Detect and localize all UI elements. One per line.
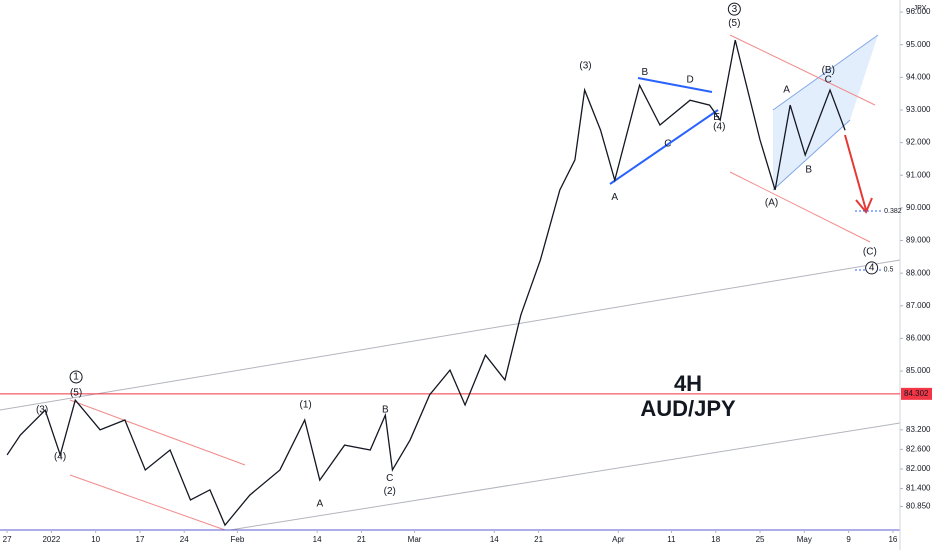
wave-label: (5)	[728, 18, 740, 29]
x-tick-label: 10	[91, 535, 100, 544]
x-tick-label: Mar	[408, 535, 422, 544]
wave-label: C	[386, 473, 393, 484]
wave-label: (A)	[765, 198, 778, 209]
wave-label: C	[825, 75, 832, 86]
wave-label: (C)	[863, 247, 877, 258]
y-tick-label: 91.000	[906, 170, 931, 179]
y-tick-label: 85.000	[906, 366, 931, 375]
y-tick-label: 82.000	[906, 464, 931, 473]
wave-label: (4)	[713, 122, 725, 133]
x-tick-label: 25	[756, 535, 765, 544]
wave-label: (1)	[299, 400, 311, 411]
wave-label: B	[805, 165, 812, 176]
wave-label: (B)	[822, 65, 835, 76]
wave-label: C	[664, 139, 671, 150]
forecast-arrow	[844, 134, 867, 211]
y-tick-label: 86.000	[906, 334, 931, 343]
channel-fill	[773, 35, 878, 190]
wave-label: (2)	[384, 486, 396, 497]
y-tick-label: 94.000	[906, 72, 931, 81]
wave-label: 0.5	[884, 267, 894, 274]
wave-label: B	[382, 405, 389, 416]
x-tick-label: 9	[846, 535, 851, 544]
trend-line	[729, 171, 871, 243]
wave-label: A	[783, 85, 790, 96]
wave-label: A	[611, 192, 618, 203]
symbol-label: AUD/JPY	[640, 396, 736, 421]
x-tick-label: 18	[711, 535, 720, 544]
price-line-series	[6, 39, 846, 527]
y-tick-label: 81.400	[906, 484, 931, 493]
x-tick-label: 17	[136, 535, 145, 544]
trend-line	[69, 399, 246, 466]
trend-line	[0, 259, 901, 411]
wave-label: 1	[73, 372, 79, 383]
wave-label: D	[686, 75, 693, 86]
wave-label: (3)	[36, 405, 48, 416]
drawings	[0, 0, 901, 550]
x-tick-label: 24	[180, 535, 189, 544]
x-tick-label: 16	[888, 535, 897, 544]
wave-circle	[727, 2, 741, 16]
price-label: 84.302	[904, 389, 929, 398]
y-tick-label: 95.000	[906, 40, 931, 49]
wave-label: (3)	[579, 61, 591, 72]
x-tick-label: 21	[534, 535, 543, 544]
wave-label: 0.382	[884, 208, 902, 215]
wave-label: B	[642, 67, 649, 78]
y-tick-label: 92.000	[906, 138, 931, 147]
wave-label: (4)	[54, 452, 66, 463]
channel-line	[772, 34, 879, 111]
x-tick-label: 14	[490, 535, 499, 544]
triangle-line	[609, 109, 719, 185]
channel-line	[772, 119, 851, 191]
y-tick-label: 88.000	[906, 268, 931, 277]
x-tick-label: Feb	[231, 535, 245, 544]
trend-line	[229, 422, 901, 531]
trend-line	[69, 474, 226, 531]
triangle-line	[637, 77, 713, 93]
wave-label: 3	[732, 4, 738, 15]
currency-label: JPY	[914, 5, 927, 12]
y-tick-label: 90.000	[906, 203, 931, 212]
x-tick-label: 21	[357, 535, 366, 544]
wave-label: E	[713, 112, 720, 123]
wave-circle	[69, 370, 83, 384]
trend-line	[729, 34, 876, 106]
y-tick-label: 89.000	[906, 236, 931, 245]
y-tick-label: 82.600	[906, 444, 931, 453]
x-tick-label: Apr	[612, 535, 625, 544]
wave-label: A	[316, 499, 323, 510]
x-tick-label: 2022	[42, 535, 60, 544]
y-tick-label: 80.850	[906, 502, 931, 511]
x-tick-label: 14	[313, 535, 322, 544]
wave-label: 4	[869, 263, 875, 274]
x-tick-label: 11	[667, 535, 676, 544]
timeframe-label: 4H	[674, 371, 702, 396]
x-tick-label: May	[797, 535, 812, 544]
x-tick-label: 27	[3, 535, 12, 544]
y-tick-label: 83.200	[906, 425, 931, 434]
y-tick-label: 87.000	[906, 301, 931, 310]
y-tick-label: 96.000	[906, 7, 931, 16]
arrow-head	[855, 197, 873, 214]
wave-circle	[865, 261, 879, 275]
wave-label: (5)	[70, 388, 82, 399]
y-tick-label: 93.000	[906, 105, 931, 114]
price-label-box	[901, 387, 932, 400]
